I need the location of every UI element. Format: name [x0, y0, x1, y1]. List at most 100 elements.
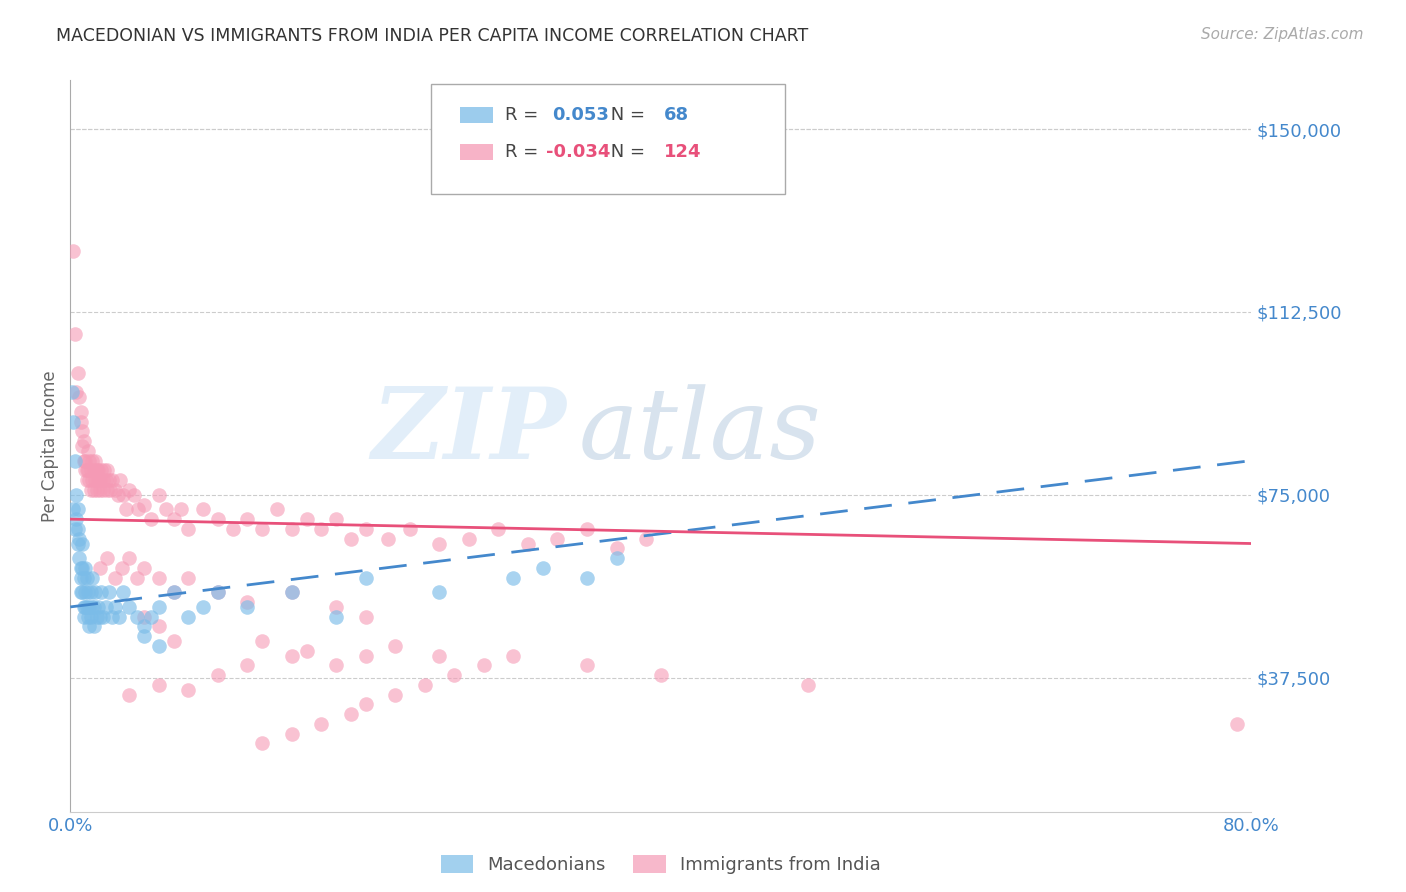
Point — [75, 585, 96, 599]
Text: 124: 124 — [665, 143, 702, 161]
Point — [104, 483, 127, 497]
Point — [281, 727, 304, 741]
Point — [107, 488, 129, 502]
Point — [67, 532, 90, 546]
Point — [118, 599, 141, 614]
Point — [72, 571, 94, 585]
Point — [97, 473, 120, 487]
Point — [60, 385, 83, 400]
Point — [90, 463, 112, 477]
Point — [236, 658, 259, 673]
Point — [83, 599, 105, 614]
Point — [79, 473, 101, 487]
Point — [309, 522, 333, 536]
Point — [96, 463, 118, 477]
Point — [86, 483, 108, 497]
Point — [69, 571, 91, 585]
Point — [72, 609, 94, 624]
Point — [70, 425, 93, 439]
Point — [89, 473, 111, 487]
Point — [177, 609, 200, 624]
Text: -0.034: -0.034 — [547, 143, 610, 161]
Point — [62, 502, 84, 516]
Point — [97, 585, 120, 599]
Point — [132, 561, 156, 575]
Point — [70, 561, 93, 575]
Point — [65, 488, 87, 502]
Point — [1226, 717, 1249, 731]
Point — [281, 522, 304, 536]
Text: R =: R = — [505, 106, 544, 124]
Y-axis label: Per Capita Income: Per Capita Income — [41, 370, 59, 522]
Point — [250, 736, 273, 750]
Point — [125, 571, 148, 585]
Point — [62, 415, 84, 429]
Point — [148, 639, 170, 653]
Point — [110, 473, 132, 487]
Point — [295, 512, 318, 526]
Point — [250, 522, 273, 536]
Point — [89, 609, 111, 624]
Point — [354, 698, 377, 712]
Point — [155, 502, 177, 516]
Point — [413, 678, 436, 692]
Point — [67, 551, 90, 566]
Point — [170, 502, 193, 516]
Point — [96, 483, 118, 497]
Point — [163, 634, 186, 648]
Point — [79, 599, 101, 614]
Point — [91, 609, 114, 624]
Point — [77, 443, 100, 458]
Point — [63, 522, 86, 536]
Point — [141, 609, 163, 624]
Point — [82, 599, 104, 614]
Point — [163, 585, 186, 599]
Point — [325, 512, 347, 526]
Point — [104, 571, 127, 585]
FancyBboxPatch shape — [460, 144, 494, 160]
Point — [427, 648, 450, 663]
Point — [281, 648, 304, 663]
Point — [104, 599, 127, 614]
Point — [112, 488, 135, 502]
Point — [89, 483, 111, 497]
Point — [281, 585, 304, 599]
Point — [207, 668, 229, 682]
Point — [575, 571, 598, 585]
Text: 68: 68 — [665, 106, 689, 124]
Point — [295, 644, 318, 658]
Point — [66, 502, 89, 516]
Point — [98, 483, 121, 497]
Point — [69, 585, 91, 599]
Point — [148, 678, 170, 692]
Point — [90, 585, 112, 599]
Point — [575, 522, 598, 536]
Point — [70, 439, 93, 453]
Point — [100, 473, 122, 487]
Point — [132, 619, 156, 633]
Point — [177, 682, 200, 697]
Point — [443, 668, 465, 682]
Text: R =: R = — [505, 143, 544, 161]
Point — [66, 536, 89, 550]
Point — [634, 532, 657, 546]
Point — [65, 385, 87, 400]
Point — [72, 453, 94, 467]
Point — [86, 609, 108, 624]
Point — [108, 609, 131, 624]
Point — [517, 536, 540, 550]
Point — [340, 707, 363, 722]
Point — [547, 532, 569, 546]
Point — [91, 483, 114, 497]
Point — [75, 599, 96, 614]
Point — [69, 561, 91, 575]
Point — [89, 561, 111, 575]
Point — [148, 571, 170, 585]
Point — [531, 561, 554, 575]
Point — [325, 658, 347, 673]
Text: MACEDONIAN VS IMMIGRANTS FROM INDIA PER CAPITA INCOME CORRELATION CHART: MACEDONIAN VS IMMIGRANTS FROM INDIA PER … — [56, 27, 808, 45]
Point — [111, 561, 134, 575]
Point — [112, 585, 135, 599]
Point — [82, 571, 104, 585]
Point — [281, 585, 304, 599]
